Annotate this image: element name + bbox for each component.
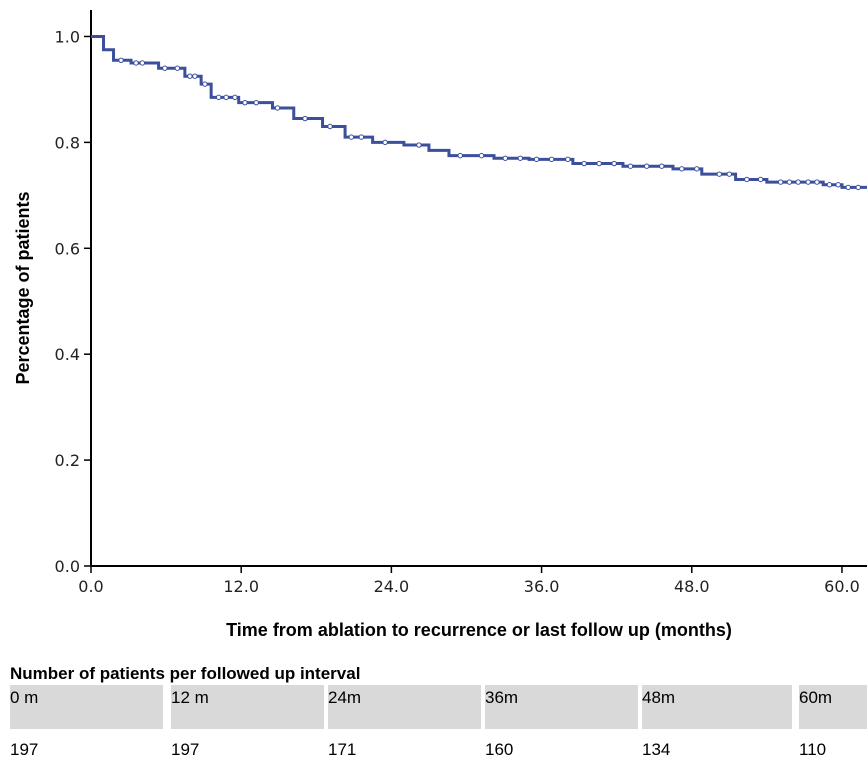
censor-marker bbox=[327, 123, 333, 130]
censor-marker bbox=[133, 60, 139, 66]
table-header-cell: 48m bbox=[642, 685, 792, 729]
censor-marker bbox=[162, 65, 168, 71]
y-tick-label: 1.0 bbox=[55, 27, 80, 46]
y-tick-label: 0.6 bbox=[55, 239, 80, 258]
censor-marker bbox=[457, 152, 463, 159]
censor-marker bbox=[716, 171, 723, 177]
table-value-row: 197 197 171 160 134 110 bbox=[10, 729, 867, 773]
censor-marker bbox=[627, 163, 634, 169]
table-value-cell: 160 bbox=[485, 740, 514, 759]
censor-marker bbox=[358, 134, 365, 140]
x-tick-label: 36.0 bbox=[524, 577, 560, 596]
y-ticks: 0.0 0.2 0.4 0.6 0.8 1.0 bbox=[55, 27, 91, 576]
chart-axes bbox=[90, 10, 867, 567]
censor-marker bbox=[502, 155, 508, 161]
y-tick-label: 0.2 bbox=[55, 451, 80, 470]
censor-marker bbox=[826, 182, 833, 188]
y-tick-label: 0.4 bbox=[55, 345, 80, 364]
patients-table-title: Number of patients per followed up inter… bbox=[10, 664, 361, 683]
y-tick-label: 0.0 bbox=[55, 557, 80, 576]
censor-marker bbox=[202, 81, 208, 87]
censor-marker bbox=[253, 99, 259, 106]
table-header-cell: 24m bbox=[328, 685, 481, 729]
survival-curve-line bbox=[91, 34, 867, 189]
censor-marker bbox=[786, 179, 793, 185]
censor-marker bbox=[777, 179, 784, 185]
censor-marker bbox=[795, 179, 801, 185]
censor-marker bbox=[805, 179, 811, 185]
censor-marker bbox=[139, 60, 146, 66]
censor-marker bbox=[174, 65, 181, 71]
x-axis-label: Time from ablation to recurrence or last… bbox=[226, 620, 732, 640]
censor-marker bbox=[382, 139, 388, 146]
censor-marker bbox=[581, 160, 587, 167]
x-ticks: 0.0 12.0 24.0 36.0 48.0 60.0 bbox=[78, 566, 860, 596]
censored-markers bbox=[118, 57, 861, 191]
table-value-cell: 197 bbox=[171, 740, 200, 759]
censor-marker bbox=[274, 105, 281, 111]
x-tick-label: 48.0 bbox=[674, 577, 710, 596]
y-axis-label: Percentage of patients bbox=[13, 191, 33, 384]
censor-marker bbox=[659, 163, 665, 169]
table-header-cell: 60m bbox=[799, 685, 867, 729]
table-header-row: 0 m 12 m 24m 36m 48m 60m bbox=[10, 685, 867, 729]
censor-marker bbox=[726, 171, 733, 177]
patients-per-interval-table: 0 m 12 m 24m 36m 48m 60m 197 197 171 160… bbox=[10, 685, 867, 773]
censor-marker bbox=[644, 163, 650, 169]
table-header-cell: 12 m bbox=[171, 685, 324, 729]
censor-marker bbox=[478, 152, 485, 159]
censor-marker bbox=[565, 156, 571, 163]
x-tick-label: 60.0 bbox=[824, 577, 860, 596]
censor-marker bbox=[835, 182, 841, 188]
table-value-cell: 197 bbox=[10, 740, 39, 759]
censor-marker bbox=[596, 160, 602, 167]
censor-marker bbox=[192, 73, 198, 79]
censor-marker bbox=[757, 176, 764, 183]
censor-marker bbox=[118, 57, 124, 64]
censor-marker bbox=[611, 160, 617, 167]
table-value-cell: 110 bbox=[799, 740, 827, 759]
x-tick-label: 24.0 bbox=[374, 577, 410, 596]
x-tick-label: 12.0 bbox=[223, 577, 259, 596]
table-value-cell: 171 bbox=[328, 740, 357, 759]
censor-marker bbox=[416, 142, 422, 148]
table-header-cell: 36m bbox=[485, 685, 638, 729]
censor-marker bbox=[845, 184, 851, 191]
censor-marker bbox=[232, 94, 238, 101]
censor-marker bbox=[223, 94, 229, 101]
censor-marker bbox=[694, 166, 700, 172]
censor-marker bbox=[517, 155, 524, 161]
censor-marker bbox=[548, 156, 555, 163]
censor-marker bbox=[187, 73, 193, 79]
censor-marker bbox=[533, 156, 540, 163]
y-tick-label: 0.8 bbox=[55, 133, 80, 152]
censor-marker bbox=[744, 176, 750, 183]
censor-marker bbox=[348, 134, 355, 140]
x-tick-label: 0.0 bbox=[78, 577, 103, 596]
table-header-cell: 0 m bbox=[10, 685, 163, 729]
censor-marker bbox=[814, 179, 820, 185]
censor-marker bbox=[855, 184, 861, 191]
censor-marker bbox=[215, 94, 222, 101]
table-value-cell: 134 bbox=[642, 740, 671, 759]
censor-marker bbox=[242, 99, 248, 106]
censor-marker bbox=[679, 166, 685, 172]
kaplan-meier-chart: 0.0 12.0 24.0 36.0 48.0 60.0 0.0 0.2 0.4 0.6 0.8 1… bbox=[13, 10, 867, 640]
censor-marker bbox=[302, 115, 308, 122]
